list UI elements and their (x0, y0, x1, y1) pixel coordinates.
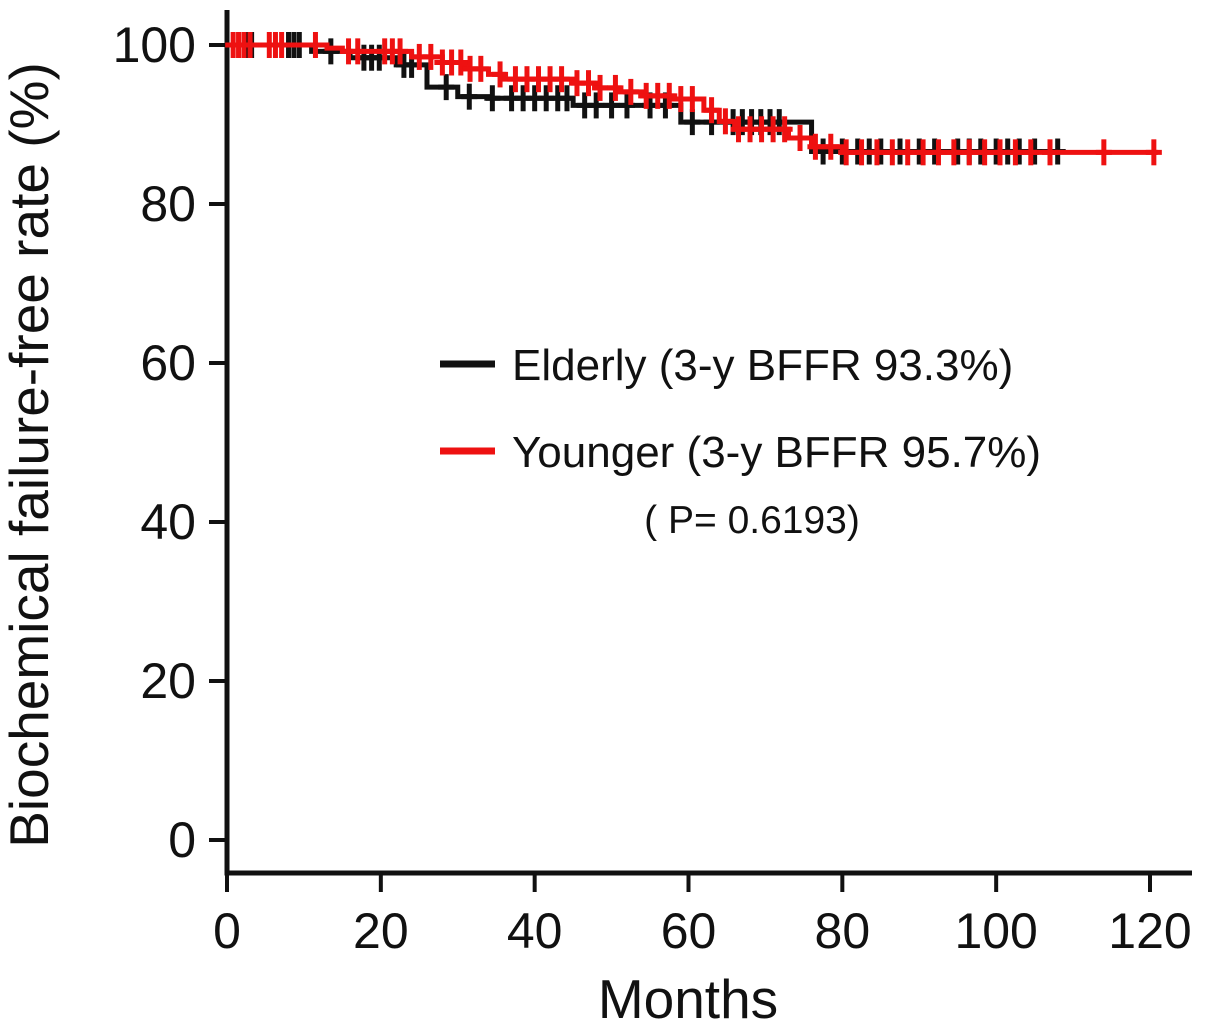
y-tick-label: 40 (140, 494, 196, 550)
younger-series (225, 32, 1162, 166)
younger-censor-marks (225, 32, 1162, 166)
axes (224, 10, 1192, 876)
y-axis-ticks (209, 43, 227, 842)
x-tick-label: 100 (954, 903, 1037, 959)
x-tick-label: 60 (661, 903, 717, 959)
x-axis-title: Months (598, 968, 778, 1030)
x-axis-tick-labels: 0 20 40 60 80 100 120 (213, 903, 1192, 959)
y-tick-label: 20 (140, 653, 196, 709)
x-tick-label: 80 (815, 903, 871, 959)
y-tick-label: 0 (168, 812, 196, 868)
x-tick-label: 0 (213, 903, 241, 959)
x-tick-label: 20 (353, 903, 409, 959)
p-value-text: ( P= 0.6193) (644, 499, 860, 542)
x-axis-ticks (225, 873, 1152, 892)
y-tick-label: 60 (140, 335, 196, 391)
legend: Elderly (3-y BFFR 93.3%) Younger (3-y BF… (440, 341, 1041, 542)
y-tick-label: 100 (113, 17, 196, 73)
y-axis-tick-labels: 0 20 40 60 80 100 (113, 17, 196, 868)
x-tick-label: 120 (1108, 903, 1191, 959)
legend-label-younger: Younger (3-y BFFR 95.7%) (512, 428, 1041, 477)
y-tick-label: 80 (140, 176, 196, 232)
y-axis-title: Biochemical failure-free rate (%) (0, 62, 60, 848)
survival-curves (225, 32, 1162, 166)
legend-label-elderly: Elderly (3-y BFFR 93.3%) (512, 341, 1013, 390)
x-tick-label: 40 (507, 903, 563, 959)
